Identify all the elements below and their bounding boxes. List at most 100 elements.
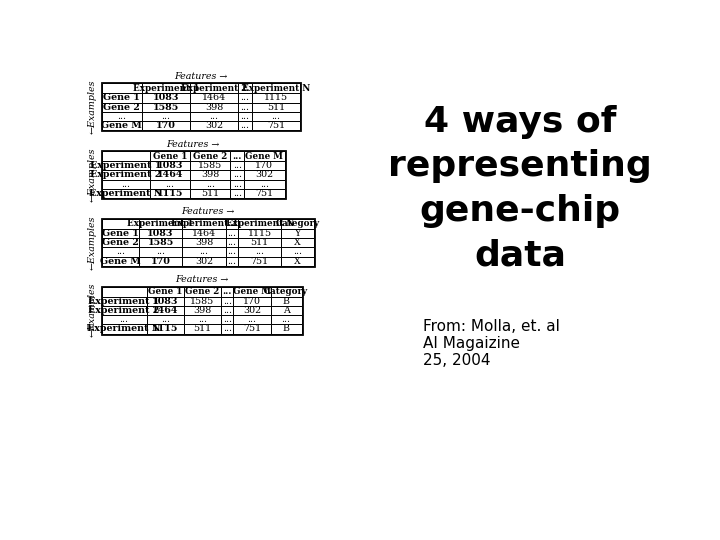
Bar bbox=[190, 93, 238, 103]
Bar bbox=[142, 103, 190, 112]
Bar bbox=[184, 315, 221, 325]
Bar bbox=[238, 103, 252, 112]
Text: Experiment 1: Experiment 1 bbox=[89, 296, 160, 306]
Bar bbox=[190, 189, 230, 198]
Text: gene-chip: gene-chip bbox=[420, 194, 621, 228]
Text: 1464: 1464 bbox=[156, 171, 183, 179]
Bar bbox=[190, 151, 230, 161]
Text: 398: 398 bbox=[193, 306, 212, 315]
Text: Experiment 1: Experiment 1 bbox=[127, 219, 194, 228]
Bar bbox=[252, 121, 300, 130]
Bar bbox=[142, 121, 190, 130]
Bar bbox=[230, 179, 244, 189]
Bar bbox=[233, 296, 271, 306]
Text: 302: 302 bbox=[256, 171, 274, 179]
Bar bbox=[271, 296, 302, 306]
Text: Experiment 2: Experiment 2 bbox=[171, 219, 237, 228]
Text: data: data bbox=[474, 239, 566, 273]
Bar bbox=[271, 306, 302, 315]
Bar bbox=[225, 238, 238, 247]
Bar bbox=[252, 83, 300, 93]
Text: 302: 302 bbox=[205, 121, 223, 130]
Bar bbox=[225, 256, 238, 266]
Bar bbox=[225, 247, 238, 256]
Bar bbox=[221, 306, 233, 315]
Bar bbox=[102, 170, 150, 179]
Bar bbox=[102, 325, 147, 334]
Bar bbox=[190, 103, 238, 112]
Bar bbox=[225, 219, 238, 229]
Bar bbox=[233, 306, 271, 315]
Bar bbox=[150, 170, 190, 179]
Text: Experiment 2: Experiment 2 bbox=[181, 84, 247, 93]
Bar bbox=[142, 83, 190, 93]
Text: Experiment N: Experiment N bbox=[242, 84, 310, 93]
Text: ...: ... bbox=[240, 103, 250, 112]
Text: ←Examples: ←Examples bbox=[88, 147, 96, 202]
Text: ...: ... bbox=[233, 180, 242, 188]
Text: Gene 2: Gene 2 bbox=[193, 152, 228, 160]
Text: ...: ... bbox=[233, 189, 242, 198]
Bar bbox=[244, 179, 284, 189]
Text: ...: ... bbox=[121, 180, 130, 188]
Text: ...: ... bbox=[198, 315, 207, 324]
Text: 511: 511 bbox=[201, 189, 219, 198]
Bar bbox=[182, 256, 225, 266]
Bar bbox=[238, 256, 282, 266]
Text: ...: ... bbox=[222, 306, 232, 315]
Bar bbox=[150, 161, 190, 170]
Bar bbox=[139, 256, 182, 266]
Text: 1115: 1115 bbox=[157, 189, 183, 198]
Bar bbox=[244, 170, 284, 179]
Bar bbox=[182, 229, 225, 238]
Bar bbox=[139, 247, 182, 256]
Text: Features →: Features → bbox=[166, 140, 220, 149]
Bar bbox=[221, 315, 233, 325]
Bar bbox=[102, 151, 150, 161]
Bar bbox=[102, 296, 147, 306]
Text: ...: ... bbox=[282, 315, 291, 324]
Text: 1585: 1585 bbox=[198, 161, 222, 170]
Text: Gene 1: Gene 1 bbox=[153, 152, 187, 160]
Bar bbox=[238, 247, 282, 256]
Bar bbox=[102, 179, 150, 189]
Bar bbox=[102, 287, 302, 334]
Text: ...: ... bbox=[156, 247, 165, 256]
Text: ...: ... bbox=[228, 256, 236, 266]
Text: ...: ... bbox=[233, 152, 242, 160]
Bar bbox=[147, 296, 184, 306]
Bar bbox=[184, 296, 221, 306]
Text: ...: ... bbox=[206, 180, 215, 188]
Bar bbox=[282, 247, 314, 256]
Text: 302: 302 bbox=[243, 306, 261, 315]
Text: 1083: 1083 bbox=[156, 161, 183, 170]
Bar bbox=[244, 161, 284, 170]
Bar bbox=[230, 151, 244, 161]
Text: ←Examples: ←Examples bbox=[88, 283, 96, 338]
Text: Experiment N: Experiment N bbox=[87, 325, 161, 333]
Bar bbox=[238, 112, 252, 121]
Text: ...: ... bbox=[222, 287, 232, 296]
Text: ...: ... bbox=[293, 247, 302, 256]
Text: ...: ... bbox=[233, 161, 242, 170]
Bar bbox=[230, 189, 244, 198]
Text: Experiment N: Experiment N bbox=[89, 189, 162, 198]
Text: 511: 511 bbox=[267, 103, 285, 112]
Text: X: X bbox=[294, 256, 301, 266]
Text: Category: Category bbox=[276, 219, 320, 228]
Text: B: B bbox=[282, 325, 289, 333]
Bar bbox=[102, 247, 139, 256]
Text: Gene 1: Gene 1 bbox=[102, 229, 139, 238]
Bar bbox=[238, 83, 252, 93]
Text: 398: 398 bbox=[201, 171, 220, 179]
Bar bbox=[147, 287, 184, 296]
Text: ...: ... bbox=[240, 84, 250, 93]
Text: Gene 2: Gene 2 bbox=[185, 287, 220, 296]
Text: Gene M: Gene M bbox=[233, 287, 271, 296]
Bar bbox=[233, 325, 271, 334]
Text: ...: ... bbox=[116, 247, 125, 256]
Text: Gene M: Gene M bbox=[102, 121, 142, 130]
Text: Gene 2: Gene 2 bbox=[104, 103, 140, 112]
Bar bbox=[238, 229, 282, 238]
Bar bbox=[190, 170, 230, 179]
